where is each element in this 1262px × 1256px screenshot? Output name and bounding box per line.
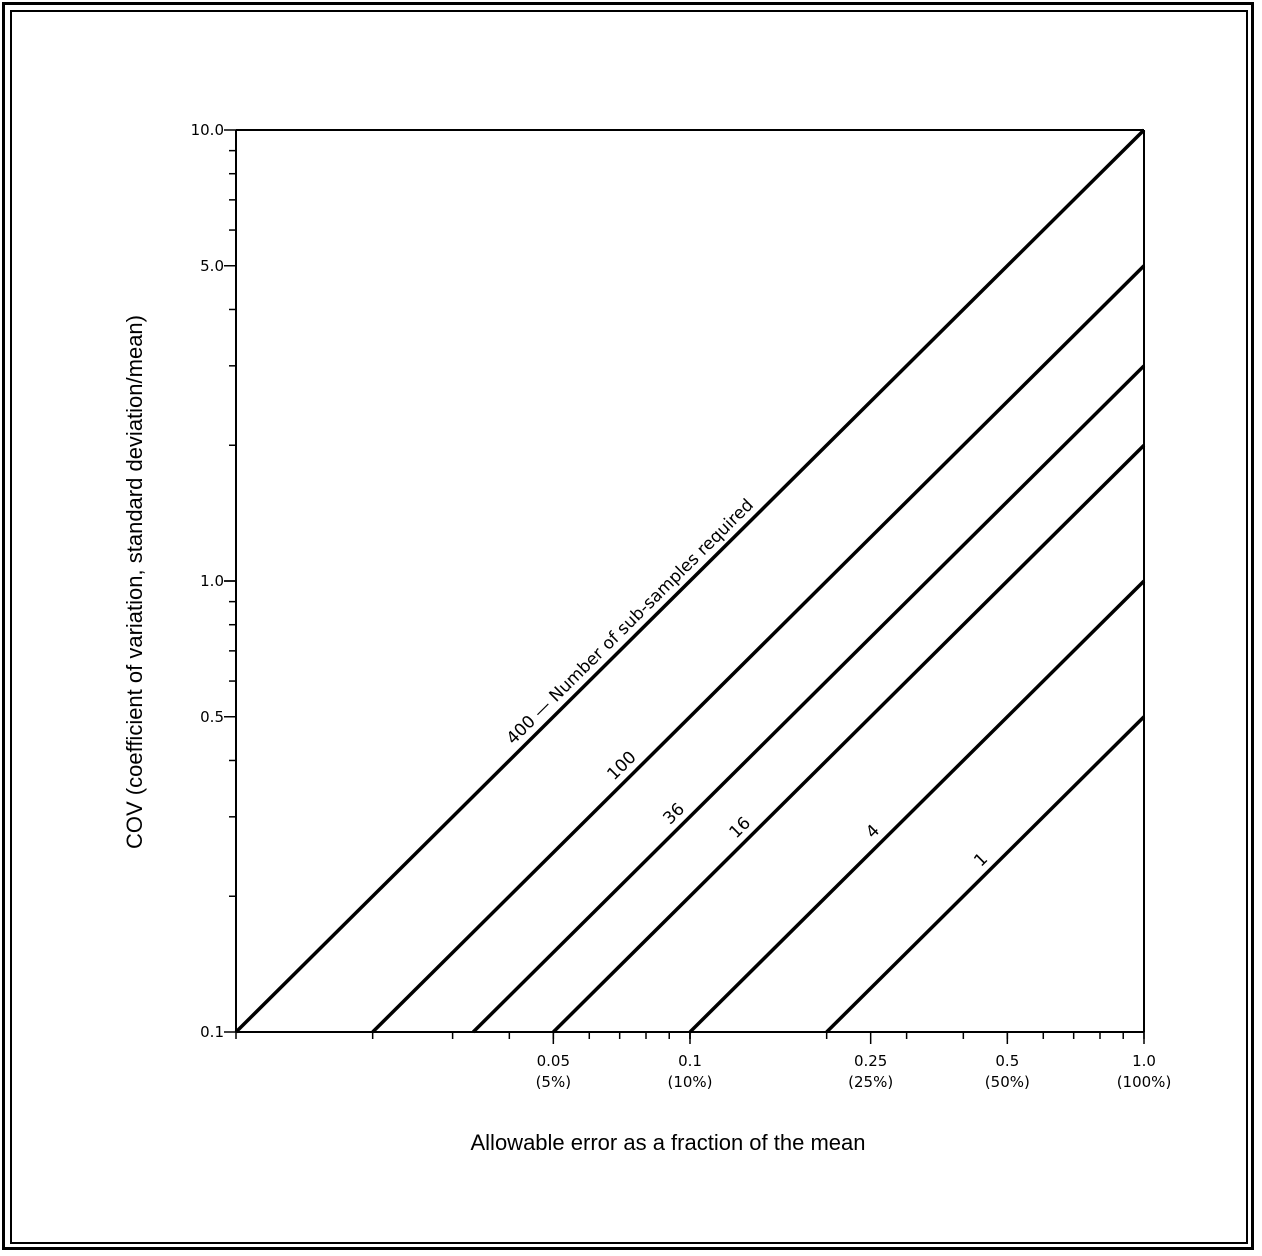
y-tick-label: 5.0 xyxy=(200,257,224,275)
y-tick-label: 0.5 xyxy=(200,708,224,726)
y-tick-label: 1.0 xyxy=(200,572,224,590)
y-axis-title: COV (coefficient of variation, standard … xyxy=(122,315,147,849)
y-tick-label: 10.0 xyxy=(191,121,224,139)
series-label: 1 xyxy=(970,849,992,871)
x-tick-sublabel: (100%) xyxy=(1117,1073,1172,1091)
series-label: 400 — Number of sub-samples required xyxy=(503,495,758,749)
series-label: 100 xyxy=(603,747,640,784)
series-line xyxy=(553,445,1144,1032)
x-tick-label: 0.05 xyxy=(537,1052,570,1070)
series-line xyxy=(473,366,1144,1032)
series-line xyxy=(373,266,1144,1032)
x-tick-sublabel: (25%) xyxy=(848,1073,893,1091)
x-tick-sublabel: (5%) xyxy=(536,1073,572,1091)
x-axis-title: Allowable error as a fraction of the mea… xyxy=(471,1130,866,1155)
x-axis-ticks: 0.05 (5%) 0.1 (10%) 0.25 (25%) 0.5 (50%) 1.0 (100… xyxy=(236,1032,1171,1091)
series-line xyxy=(827,717,1144,1032)
x-tick-label: 0.25 xyxy=(854,1052,887,1070)
x-tick-label: 0.1 xyxy=(678,1052,702,1070)
y-tick-label: 0.1 xyxy=(200,1023,224,1041)
x-tick-sublabel: (10%) xyxy=(667,1073,712,1091)
series-labels: 400 — Number of sub-samples required1003… xyxy=(503,495,992,871)
x-tick-label: 0.5 xyxy=(995,1052,1019,1070)
x-tick-label: 1.0 xyxy=(1132,1052,1156,1070)
x-tick-sublabel: (50%) xyxy=(985,1073,1030,1091)
series-label: 4 xyxy=(862,821,884,843)
chart-series xyxy=(236,130,1144,1032)
y-axis-ticks: 0.1 0.5 1.0 5.0 10.0 xyxy=(191,121,236,1041)
